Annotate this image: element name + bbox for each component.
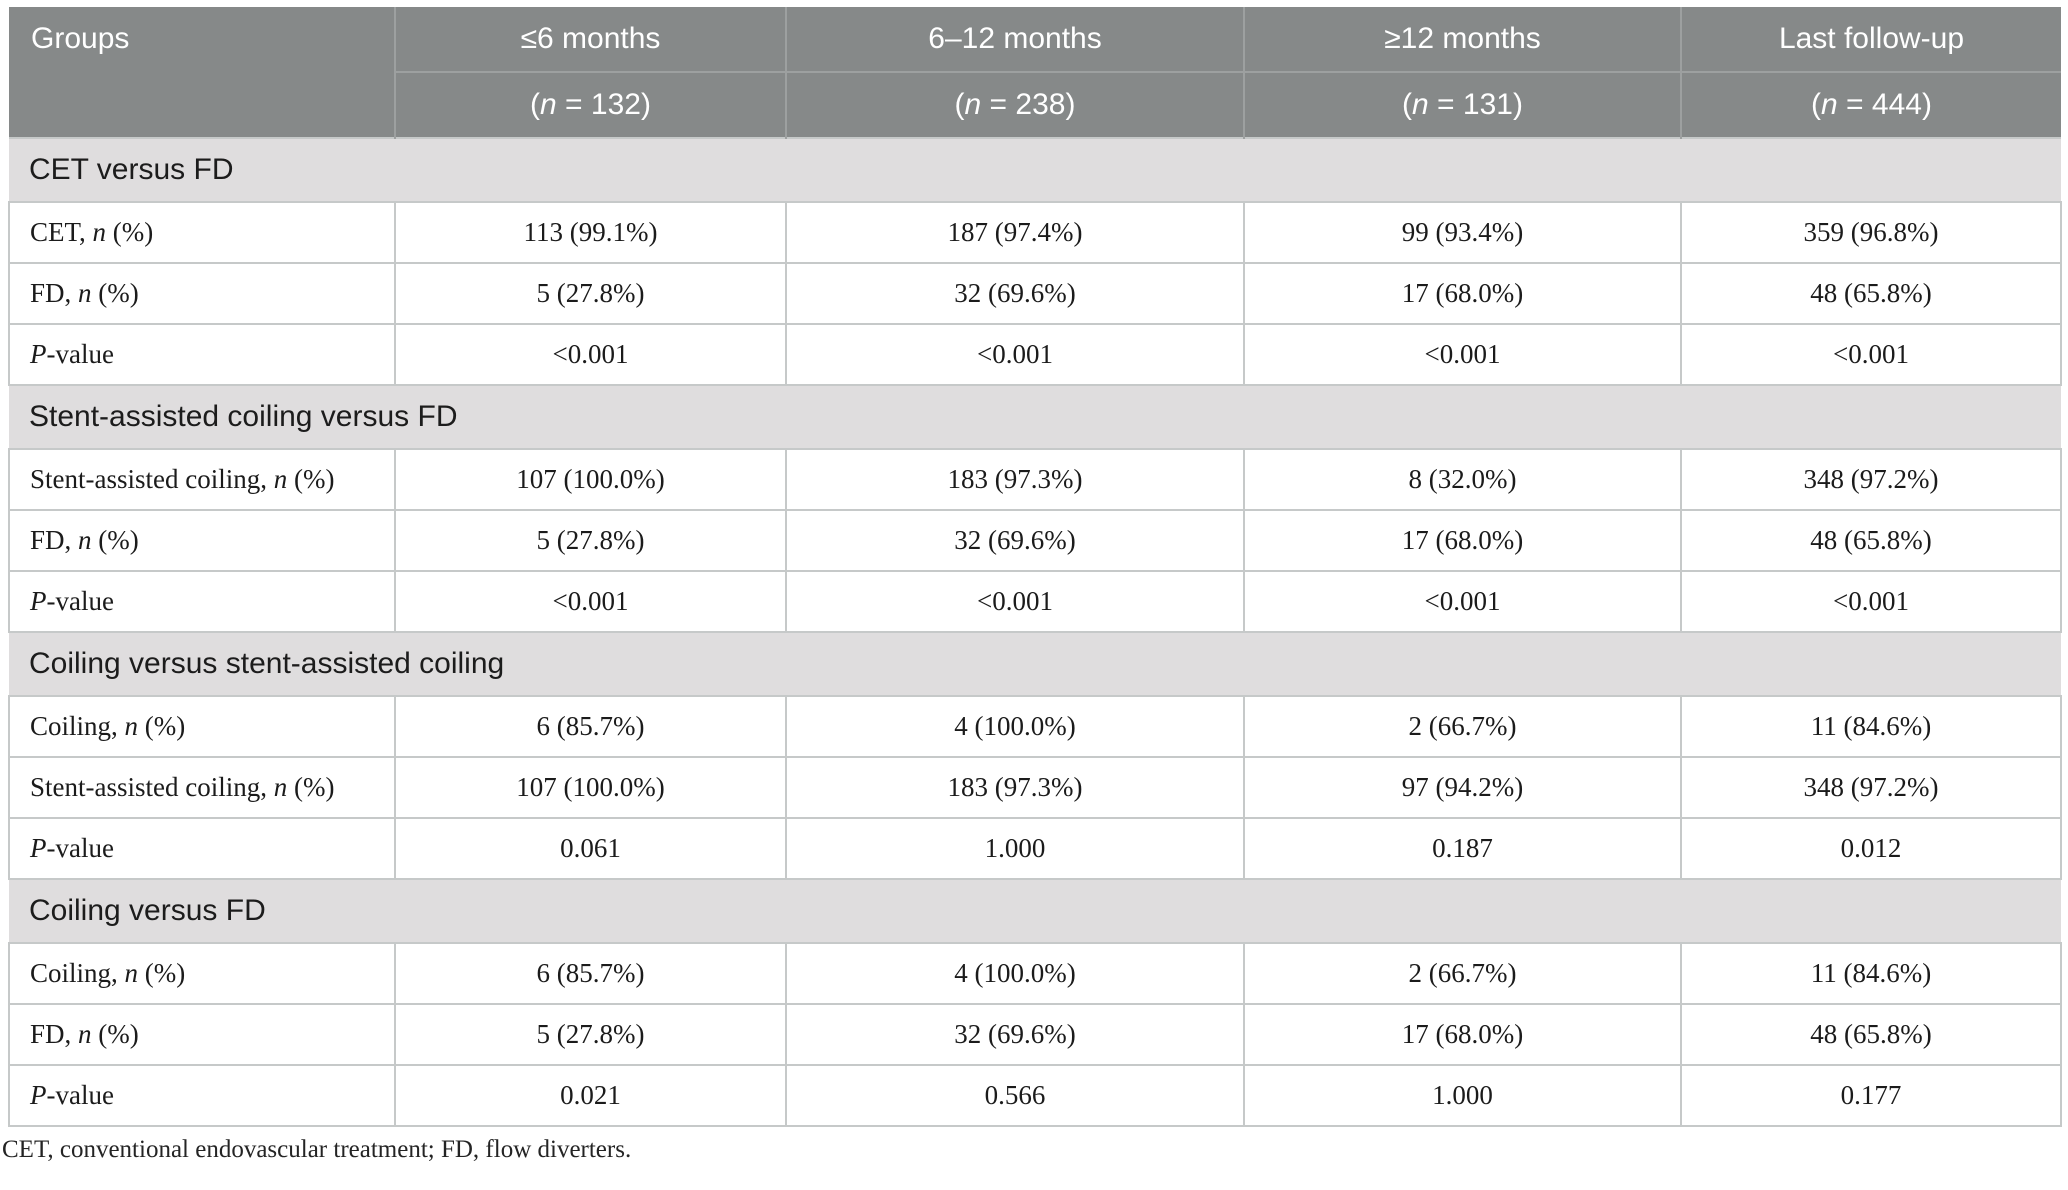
row-label: P-value [8,570,396,633]
section-title: Coiling versus FD [9,878,2061,944]
value-cell: 48 (65.8%) [1680,509,2062,572]
value-cell: 1.000 [785,817,1245,880]
value-cell: 99 (93.4%) [1243,201,1682,264]
header-row-sub: (n = 132) (n = 238) (n = 131) (n = 444) [9,71,2061,138]
value-cell: 48 (65.8%) [1680,1003,2062,1066]
section-row: Stent-assisted coiling versus FD [9,384,2061,450]
value-cell: 5 (27.8%) [394,1003,787,1066]
column-header: ≤6 months [394,7,786,72]
value-cell: 17 (68.0%) [1243,262,1682,325]
value-cell: 1.000 [1243,1064,1682,1127]
value-cell: 183 (97.3%) [785,448,1245,511]
column-subheader-n: (n = 131) [1243,71,1681,138]
value-cell: 11 (84.6%) [1680,695,2062,758]
row-label: P-value [8,1064,396,1127]
value-cell: 359 (96.8%) [1680,201,2062,264]
value-cell: 17 (68.0%) [1243,1003,1682,1066]
page: Groups ≤6 months 6–12 months ≥12 months Last… [2,7,2062,1163]
value-cell: <0.001 [1243,323,1682,386]
value-cell: 0.021 [394,1064,787,1127]
value-cell: <0.001 [1680,570,2062,633]
row-label: P-value [8,817,396,880]
value-cell: 2 (66.7%) [1243,695,1682,758]
table-row: Coiling, n (%) 6 (85.7%) 4 (100.0%) 2 (66.7… [8,695,2062,758]
value-cell: 107 (100.0%) [394,448,787,511]
row-label: Coiling, n (%) [8,942,396,1005]
table-row: FD, n (%) 5 (27.8%) 32 (69.6%) 17 (68.0%) 48… [8,509,2062,572]
value-cell: <0.001 [394,323,787,386]
comparison-table: Groups ≤6 months 6–12 months ≥12 months Last… [8,7,2062,1127]
value-cell: <0.001 [785,323,1245,386]
column-header-groups: Groups [9,7,395,138]
column-subheader-n: (n = 444) [1680,71,2061,138]
value-cell: 0.187 [1243,817,1682,880]
column-header: ≥12 months [1243,7,1681,72]
table-row: CET, n (%) 113 (99.1%) 187 (97.4%) 99 (93.4… [8,201,2062,264]
section-row: CET versus FD [9,137,2061,203]
section-title: Stent-assisted coiling versus FD [9,384,2061,450]
table-row: P-value 0.061 1.000 0.187 0.012 [8,817,2062,880]
table-row: Coiling, n (%) 6 (85.7%) 4 (100.0%) 2 (66.7… [8,942,2062,1005]
value-cell: 32 (69.6%) [785,1003,1245,1066]
column-subheader-n: (n = 238) [785,71,1244,138]
value-cell: 32 (69.6%) [785,262,1245,325]
table-row: FD, n (%) 5 (27.8%) 32 (69.6%) 17 (68.0%) 48… [8,262,2062,325]
section-title: CET versus FD [9,137,2061,203]
row-label: CET, n (%) [8,201,396,264]
value-cell: <0.001 [394,570,787,633]
value-cell: 187 (97.4%) [785,201,1245,264]
table-row: P-value 0.021 0.566 1.000 0.177 [8,1064,2062,1127]
row-label: Stent-assisted coiling, n (%) [8,756,396,819]
value-cell: 107 (100.0%) [394,756,787,819]
table-row: Stent-assisted coiling, n (%) 107 (100.0%… [8,756,2062,819]
value-cell: 8 (32.0%) [1243,448,1682,511]
value-cell: 0.061 [394,817,787,880]
value-cell: 0.566 [785,1064,1245,1127]
value-cell: <0.001 [1243,570,1682,633]
value-cell: 113 (99.1%) [394,201,787,264]
table-footnote: CET, conventional endovascular treatment… [2,1136,632,1163]
value-cell: 5 (27.8%) [394,262,787,325]
value-cell: 0.177 [1680,1064,2062,1127]
table-header: Groups ≤6 months 6–12 months ≥12 months Last… [9,7,2061,138]
value-cell: 6 (85.7%) [394,695,787,758]
value-cell: 0.012 [1680,817,2062,880]
value-cell: <0.001 [785,570,1245,633]
section-row: Coiling versus stent-assisted coiling [9,631,2061,697]
table-body: CET versus FD CET, n (%) 113 (99.1%) 187 (9… [8,137,2062,1127]
value-cell: 2 (66.7%) [1243,942,1682,1005]
table-row: P-value <0.001 <0.001 <0.001 <0.001 [8,323,2062,386]
row-label: FD, n (%) [8,1003,396,1066]
column-header: Last follow-up [1680,7,2061,72]
row-label: Coiling, n (%) [8,695,396,758]
section-title: Coiling versus stent-assisted coiling [9,631,2061,697]
section-row: Coiling versus FD [9,878,2061,944]
table-row: FD, n (%) 5 (27.8%) 32 (69.6%) 17 (68.0%) 48… [8,1003,2062,1066]
row-label: FD, n (%) [8,262,396,325]
column-header: 6–12 months [785,7,1244,72]
row-label: FD, n (%) [8,509,396,572]
value-cell: 97 (94.2%) [1243,756,1682,819]
value-cell: 11 (84.6%) [1680,942,2062,1005]
table-row: Stent-assisted coiling, n (%) 107 (100.0%… [8,448,2062,511]
value-cell: 4 (100.0%) [785,695,1245,758]
value-cell: 48 (65.8%) [1680,262,2062,325]
row-label: P-value [8,323,396,386]
value-cell: 5 (27.8%) [394,509,787,572]
value-cell: 6 (85.7%) [394,942,787,1005]
table-row: P-value <0.001 <0.001 <0.001 <0.001 [8,570,2062,633]
row-label: Stent-assisted coiling, n (%) [8,448,396,511]
value-cell: 348 (97.2%) [1680,756,2062,819]
header-row-main: Groups ≤6 months 6–12 months ≥12 months Last… [9,7,2061,138]
value-cell: 32 (69.6%) [785,509,1245,572]
column-subheader-n: (n = 132) [394,71,786,138]
value-cell: 348 (97.2%) [1680,448,2062,511]
value-cell: <0.001 [1680,323,2062,386]
value-cell: 183 (97.3%) [785,756,1245,819]
value-cell: 4 (100.0%) [785,942,1245,1005]
value-cell: 17 (68.0%) [1243,509,1682,572]
